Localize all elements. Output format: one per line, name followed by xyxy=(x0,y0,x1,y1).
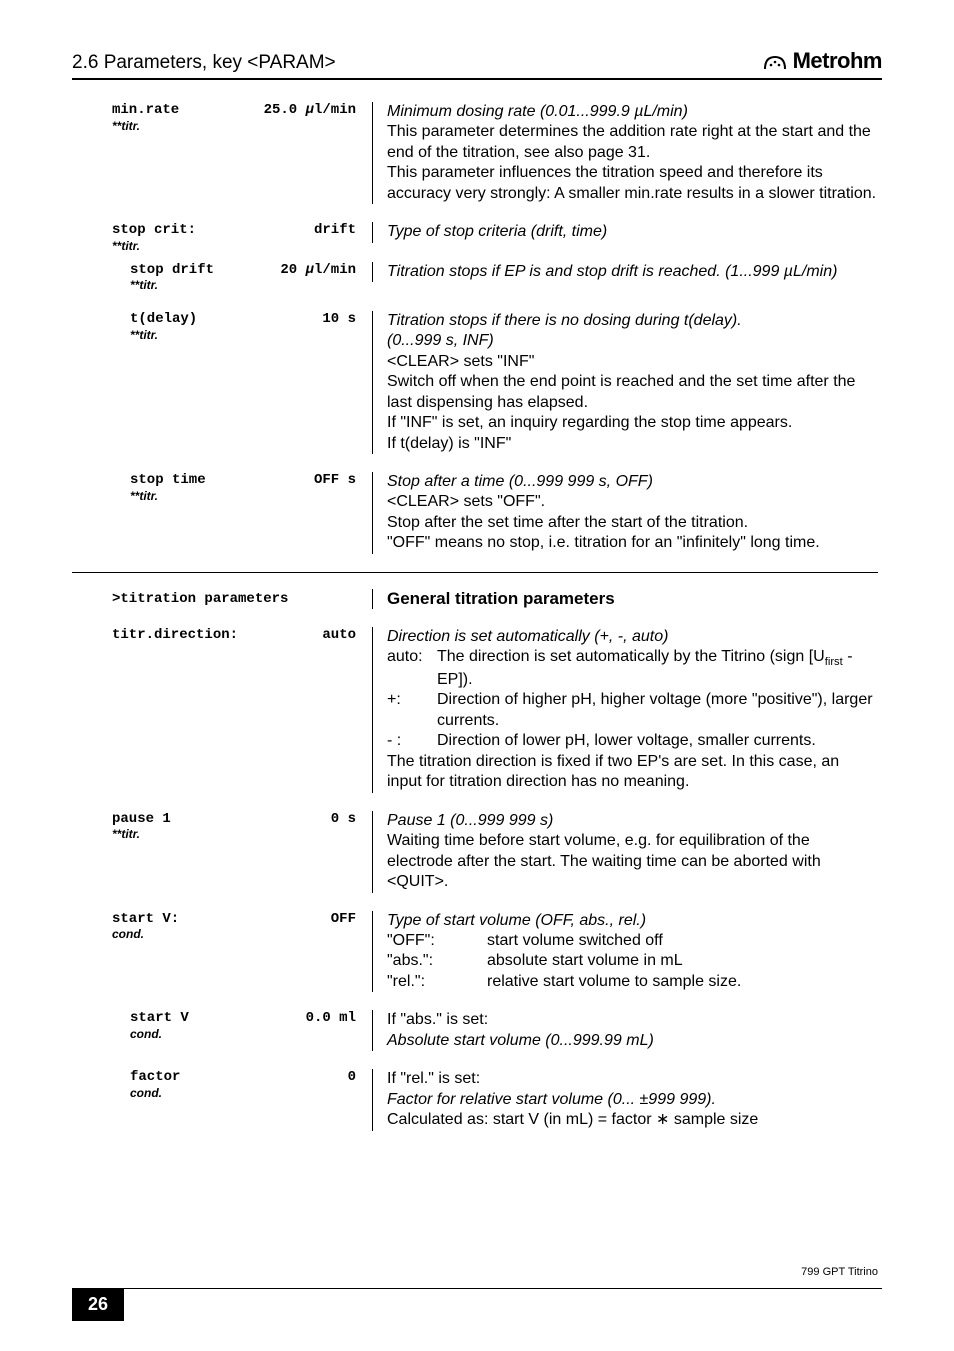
param-value: 10 s xyxy=(322,311,356,327)
param-name: titr.direction: xyxy=(112,627,238,644)
param-left: start Vcond. 0.0 ml xyxy=(112,1010,372,1041)
param-left: pause 1**titr. 0 s xyxy=(112,811,372,842)
param-row: titr.direction: auto Direction is set auto… xyxy=(112,627,878,793)
param-name: stop time xyxy=(130,472,206,489)
param-desc: Titration stops if there is no dosing du… xyxy=(372,311,878,454)
param-value: OFF xyxy=(331,911,356,927)
param-left: factorcond. 0 xyxy=(112,1069,372,1100)
param-name: factor xyxy=(130,1069,180,1086)
page-footer: 799 GPT Titrino 26 xyxy=(0,1266,954,1321)
param-value: 20 µl/min xyxy=(280,262,356,278)
param-note: **titr. xyxy=(130,278,214,292)
param-left: stop crit:**titr. drift xyxy=(112,222,372,253)
param-name-wrap: stop drift**titr. xyxy=(130,262,214,293)
param-value: drift xyxy=(314,222,356,238)
param-left: titr.direction: auto xyxy=(112,627,372,644)
param-name: stop drift xyxy=(130,262,214,279)
param-row: min.rate**titr. 25.0 µl/min Minimum dosing… xyxy=(112,102,878,204)
param-name-wrap: pause 1**titr. xyxy=(112,811,171,842)
param-desc: If "rel." is set:Factor for relative sta… xyxy=(372,1069,878,1130)
param-name-wrap: min.rate**titr. xyxy=(112,102,179,133)
content-area: min.rate**titr.25.0 µl/minMinimum dosing… xyxy=(72,102,882,1131)
param-row: pause 1**titr. 0 s Pause 1 (0...999 999 s)… xyxy=(112,811,878,893)
brand-logo: Metrohm xyxy=(763,48,882,74)
param-row: t(delay)**titr. 10 s Titration stops if th… xyxy=(112,311,878,454)
param-row: start Vcond. 0.0 ml If "abs." is set:Absol… xyxy=(112,1010,878,1051)
param-note: **titr. xyxy=(112,827,171,841)
section-divider: >titration parameters General titration … xyxy=(72,572,878,609)
param-name-wrap: start Vcond. xyxy=(130,1010,189,1041)
param-name-wrap: t(delay)**titr. xyxy=(130,311,197,342)
param-name-wrap: start V:cond. xyxy=(112,911,179,942)
section2-right: General titration parameters xyxy=(372,589,878,609)
param-left: start V:cond. OFF xyxy=(112,911,372,942)
param-name-wrap: titr.direction: xyxy=(112,627,238,644)
brand-text: Metrohm xyxy=(793,48,882,74)
param-desc: Titration stops if EP is and stop drift … xyxy=(372,262,878,282)
param-desc: Minimum dosing rate (0.01...999.9 µL/min… xyxy=(372,102,878,204)
page-number-badge: 26 xyxy=(72,1288,124,1321)
param-row: factorcond. 0 If "rel." is set:Factor for … xyxy=(112,1069,878,1130)
param-desc: Type of stop criteria (drift, time) xyxy=(372,222,878,242)
param-name-wrap: factorcond. xyxy=(130,1069,180,1100)
page-header: 2.6 Parameters, key <PARAM> Metrohm xyxy=(72,48,882,80)
param-note: **titr. xyxy=(130,328,197,342)
footer-product: 799 GPT Titrino xyxy=(72,1266,882,1288)
param-desc: Stop after a time (0...999 999 s, OFF)<C… xyxy=(372,472,878,554)
param-value: 25.0 µl/min xyxy=(264,102,356,118)
param-row: start V:cond. OFF Type of start volume (OF… xyxy=(112,911,878,993)
param-row: stop time**titr. OFF s Stop after a time (… xyxy=(112,472,878,554)
param-note: cond. xyxy=(112,927,179,941)
param-name-wrap: stop time**titr. xyxy=(130,472,206,503)
param-name: start V xyxy=(130,1010,189,1027)
param-value: auto xyxy=(322,627,356,643)
param-desc: Direction is set automatically (+, -, au… xyxy=(372,627,878,793)
param-name: stop crit: xyxy=(112,222,196,239)
param-value: 0 s xyxy=(331,811,356,827)
param-note: **titr. xyxy=(130,489,206,503)
param-name: pause 1 xyxy=(112,811,171,828)
param-name-wrap: stop crit:**titr. xyxy=(112,222,196,253)
header-title: 2.6 Parameters, key <PARAM> xyxy=(72,52,336,74)
param-note: **titr. xyxy=(112,239,196,253)
param-name: start V: xyxy=(112,911,179,928)
param-value: OFF s xyxy=(314,472,356,488)
param-note: **titr. xyxy=(112,119,179,133)
param-name: min.rate xyxy=(112,102,179,119)
param-left: stop time**titr. OFF s xyxy=(112,472,372,503)
param-left: min.rate**titr. 25.0 µl/min xyxy=(112,102,372,133)
param-left: stop drift**titr. 20 µl/min xyxy=(112,262,372,293)
param-note: cond. xyxy=(130,1086,180,1100)
metrohm-icon xyxy=(763,51,787,71)
param-value: 0 xyxy=(348,1069,356,1085)
section2-left: >titration parameters xyxy=(112,589,372,607)
param-left: t(delay)**titr. 10 s xyxy=(112,311,372,342)
param-desc: Type of start volume (OFF, abs., rel.)"O… xyxy=(372,911,878,993)
param-row: stop crit:**titr. drift Type of stop crite… xyxy=(112,222,878,253)
param-desc: If "abs." is set:Absolute start volume (… xyxy=(372,1010,878,1051)
param-name: t(delay) xyxy=(130,311,197,328)
param-note: cond. xyxy=(130,1027,189,1041)
param-desc: Pause 1 (0...999 999 s)Waiting time befo… xyxy=(372,811,878,893)
param-row: stop drift**titr. 20 µl/min Titration stop… xyxy=(112,262,878,293)
param-value: 0.0 ml xyxy=(306,1010,356,1026)
